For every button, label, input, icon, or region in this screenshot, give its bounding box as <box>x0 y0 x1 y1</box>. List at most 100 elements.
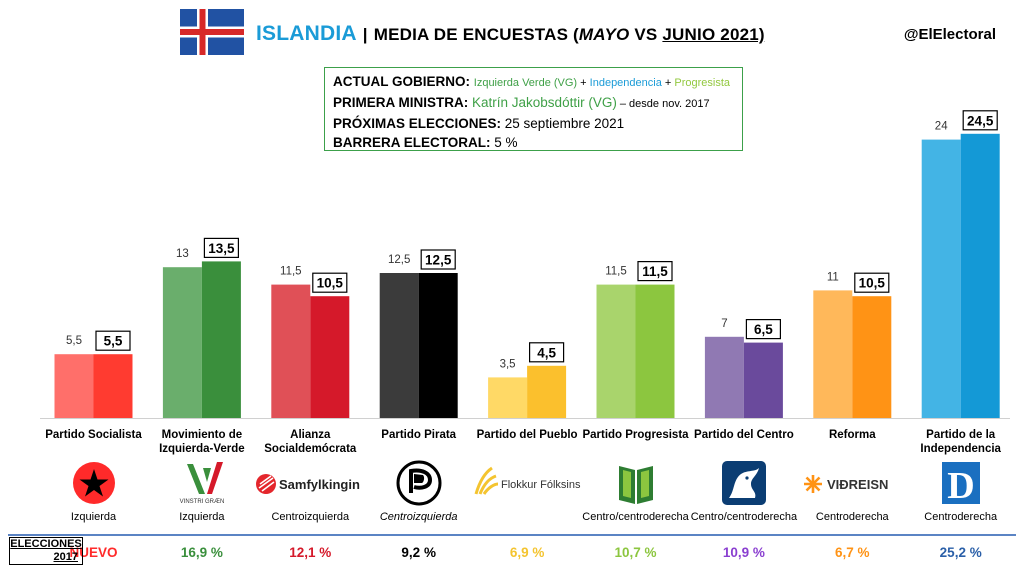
progressive-book-logo <box>581 460 691 506</box>
data-label-box-june <box>528 342 565 363</box>
bar-may <box>704 336 744 418</box>
data-label-june: 11,5 <box>642 264 668 279</box>
party-ideology: Centroizquierda <box>271 511 350 523</box>
party-name-line-1: Movimiento de <box>161 429 243 441</box>
bar-may <box>162 267 202 418</box>
data-label-june: 12,5 <box>425 253 452 268</box>
gov-independence: Independencia <box>589 77 662 89</box>
party-ideology: Centro/centroderecha <box>690 511 798 523</box>
chart-title: ISLANDIA | MEDIA DE ENCUESTAS (MAYO VS JUN… <box>256 22 765 46</box>
data-label-may: 7 <box>721 318 727 330</box>
party-ideology: Centroderecha <box>815 511 889 523</box>
data-label-june: 10,5 <box>317 276 344 291</box>
election-2017-result: 6,7 % <box>835 545 870 560</box>
bar-may <box>54 354 94 418</box>
title-part1: MEDIA DE ENCUESTAS ( <box>373 25 579 44</box>
title-june: JUNIO 2021) <box>662 25 765 44</box>
data-label-june: 24,5 <box>967 113 994 128</box>
bar-june <box>743 342 783 418</box>
bar-may <box>488 377 528 418</box>
data-label-box-june <box>745 319 782 340</box>
bar-june <box>635 284 675 418</box>
svg-text:VIÐREISN: VIÐREISN <box>827 477 888 492</box>
data-label-box-june <box>203 237 239 258</box>
iceland-flag <box>180 9 244 55</box>
party-name-line-1: Reforma <box>828 429 876 441</box>
party-name-line-2: Izquierda-Verde <box>159 443 245 455</box>
party-name-line-1: Partido del Centro <box>694 429 794 441</box>
vidreisn-logo: VIÐREISN <box>797 460 907 506</box>
pm-label: PRIMERA MINISTRA: <box>333 95 469 110</box>
title-vs: VS <box>629 25 663 44</box>
title-may: MAYO <box>578 25 630 44</box>
data-label-may: 11,5 <box>280 266 302 278</box>
flokkur-folksins-logo: Flokkur Fólksins <box>472 460 582 506</box>
data-label-may: 11 <box>827 271 839 283</box>
svg-text:Flokkur Fólksins: Flokkur Fólksins <box>501 479 581 491</box>
bar-june <box>527 365 567 418</box>
pirate-flag-logo <box>364 460 474 506</box>
elections-2017-label: ELECCIONES 2017 <box>9 537 83 565</box>
vinstri-graen-logo: VINSTRI GRÆN <box>147 460 257 506</box>
bar-june <box>310 296 350 418</box>
bar-june <box>93 354 133 418</box>
data-label-may: 5,5 <box>66 335 82 347</box>
elections-separator <box>8 534 1016 536</box>
data-label-may: 13 <box>176 248 189 260</box>
title-separator: | <box>362 25 368 44</box>
election-2017-result: 10,9 % <box>722 545 765 560</box>
party-name: Reforma <box>796 428 908 442</box>
party-name: Partido Progresista <box>580 428 692 442</box>
party-name: Alianza Socialdemócrata <box>254 428 366 456</box>
gov-label: ACTUAL GOBIERNO: <box>333 74 470 89</box>
info-next-election: PRÓXIMAS ELECCIONES: 25 septiembre 2021 <box>333 114 734 133</box>
party-name-line-1: Alianza <box>290 429 331 441</box>
party-ideology: Centroderecha <box>924 511 998 523</box>
data-label-may: 11,5 <box>605 266 627 278</box>
bar-may <box>271 284 311 418</box>
author-handle: @ElElectoral <box>903 26 996 43</box>
independence-d-logo: D <box>906 460 1016 507</box>
gov-plus-2: + <box>661 77 675 89</box>
data-label-box-june <box>854 272 890 293</box>
party-ideology: Centroizquierda <box>379 511 458 523</box>
elections-label-l1: ELECCIONES <box>10 538 82 550</box>
data-label-box-june <box>312 272 348 293</box>
data-label-may: 3,5 <box>500 358 516 370</box>
bar-june <box>960 133 1000 419</box>
data-label-box-june <box>95 330 131 351</box>
svg-text:VINSTRI GRÆN: VINSTRI GRÆN <box>180 499 225 505</box>
election-2017-result: 6,9 % <box>509 545 545 560</box>
bar-june <box>852 296 892 418</box>
bar-may <box>813 290 853 418</box>
info-government: ACTUAL GOBIERNO: Izquierda Verde (VG) + … <box>333 72 734 93</box>
party-name: Partido Socialista <box>38 428 150 442</box>
election-2017-result: 9,2 % <box>401 545 436 560</box>
data-label-june: 4,5 <box>537 345 556 360</box>
party-name: Partido del Centro <box>688 428 800 442</box>
gov-plus-1: + <box>577 77 590 89</box>
info-barrier: BARRERA ELECTORAL: 5 % <box>333 133 734 152</box>
party-name: Partido del Pueblo <box>471 428 583 442</box>
party-name-line-1: Partido Pirata <box>381 429 457 441</box>
bar-june <box>201 261 241 418</box>
next-election-label: PRÓXIMAS ELECCIONES: <box>333 116 502 131</box>
election-2017-result: NUEVO <box>69 545 118 560</box>
party-name-line-2: Socialdemócrata <box>264 443 357 455</box>
info-box: ACTUAL GOBIERNO: Izquierda Verde (VG) + … <box>324 67 743 151</box>
party-name-line-1: Partido Socialista <box>45 429 142 441</box>
party-ideology: Izquierda <box>70 511 117 523</box>
gov-vg: Izquierda Verde (VG) <box>473 77 578 89</box>
data-label-may: 12,5 <box>388 254 410 266</box>
info-prime-minister: PRIMERA MINISTRA: Katrín Jakobsdóttir (V… <box>333 93 734 114</box>
pm-name: Katrín Jakobsdóttir (VG) <box>472 95 617 110</box>
election-2017-result: 10,7 % <box>614 545 657 560</box>
samfylkingin-logo: Samfylkingin <box>255 460 365 506</box>
party-name: Partido Pirata <box>363 428 475 442</box>
data-label-box-june <box>637 261 673 282</box>
bar-may <box>921 139 961 418</box>
election-2017-result: 12,1 % <box>289 545 332 560</box>
country-name: ISLANDIA <box>256 22 357 45</box>
party-ideology: Centro/centroderecha <box>582 511 689 523</box>
